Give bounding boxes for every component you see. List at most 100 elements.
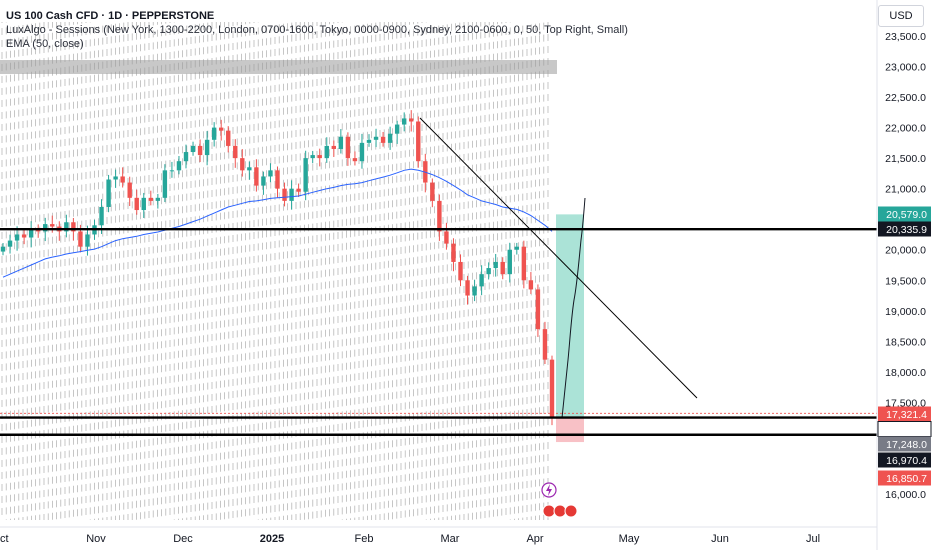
candle-body [500,261,505,275]
candle-body [437,200,442,232]
price-labels: 20,579.0 20,335.9 17,321.4 17,251.7 17,248.0… [877,206,932,486]
price-tick-label: 23,000.0 [885,62,926,74]
candle-series [0,110,555,426]
us-flag-icon[interactable] [542,504,556,518]
candle-body [282,188,287,201]
us-flag-icon[interactable] [564,504,578,518]
trendline[interactable] [419,117,698,399]
candle-body [106,179,111,207]
time-tick-label: Feb [355,533,374,545]
chart-legend: US 100 Cash CFD · 1D · PEPPERSTONE LuxAl… [6,9,628,51]
candle-body [254,167,259,186]
candle-body [303,158,308,192]
candle-body [240,158,245,171]
candle-body [486,268,491,275]
candle-body [366,139,372,143]
price-tick-label: 17,500.0 [885,397,926,409]
event-icons[interactable] [541,482,578,518]
horizontal-levels[interactable] [0,228,877,436]
ema-line [2,168,553,278]
candle-body [78,231,83,247]
currency-selector[interactable]: USD [878,5,924,27]
candle-body [85,234,90,247]
candle-body [430,182,435,201]
candle-body [43,224,48,232]
candle-body [472,286,477,296]
price-label-text: 17,248.0 [886,439,927,451]
price-label-text: 20,579.0 [886,209,927,221]
candle-body [394,124,400,134]
price-tick-label: 21,000.0 [885,184,926,196]
price-label [878,406,931,422]
time-tick-label: Nov [86,533,106,545]
price-label-text: 16,850.7 [886,473,927,485]
time-tick-label: Dec [173,533,193,545]
time-tick-label: Apr [526,533,543,545]
candle-body [155,197,161,201]
candle-body [352,158,358,162]
price-label [878,221,931,237]
position-zones [556,197,586,443]
candle-body [148,197,154,201]
candle-body [401,118,407,125]
price-tick-label: 22,000.0 [885,123,926,135]
candle-body [134,197,139,211]
time-tick-label: 2025 [260,533,284,545]
price-tick-label: 19,500.0 [885,275,926,287]
price-tick-label: 18,500.0 [885,336,926,348]
time-axis[interactable]: ct Nov Dec 2025 Feb Mar Apr May Jun Jul [0,526,877,545]
candle-body [71,222,76,232]
stop-zone[interactable] [556,417,584,443]
candle-body [183,152,189,162]
candle-body [275,170,280,189]
candle-body [493,261,498,269]
price-tick-label: 21,500.0 [885,153,926,165]
candle-body [21,234,27,238]
candle-body [211,127,217,140]
candle-body [7,240,13,247]
price-label [878,436,931,452]
candle-body [331,145,337,149]
candle-body [409,118,414,122]
candle-body [317,155,322,159]
candle-body [247,167,252,171]
candle-body [345,136,351,159]
candle-body [465,280,470,296]
candle-body [458,261,463,281]
candle-body [141,197,146,211]
price-tick-label: 20,000.0 [885,245,926,257]
candle-body [521,246,527,281]
candle-body [268,170,273,177]
candle-body [416,121,421,162]
candle-body [190,145,196,153]
price-label [878,206,931,222]
candle-body [338,136,344,149]
price-axis[interactable]: 23,500.0 23,000.0 22,500.0 22,000.0 21,500.0… [876,0,926,550]
symbol-title[interactable]: US 100 Cash CFD · 1D · PEPPERSTONE [6,10,215,22]
candle-body [296,188,301,192]
price-tick-label: 23,500.0 [885,31,926,43]
price-label-text: 17,251.7 [886,424,927,436]
price-label [878,470,931,486]
lightning-glyph [546,484,552,496]
candle-body [387,133,393,143]
candle-body [373,136,379,140]
price-tick-label: 19,000.0 [885,306,926,318]
price-tick-label: 16,000.0 [885,489,926,501]
profit-zone[interactable] [556,214,584,418]
candle-body [0,246,6,252]
time-tick-label: May [619,533,640,545]
sessions-indicator-label[interactable]: LuxAlgo - Sessions (New York, 1300-2200,… [6,24,628,36]
candle-body [226,130,231,146]
candle-body [507,249,512,275]
price-label-text: 17,321.4 [886,409,927,421]
candle-body [113,176,118,180]
candle-body [451,243,456,262]
candle-body [514,246,520,250]
candle-body [324,145,329,159]
candle-body [380,136,386,143]
us-flag-icon[interactable] [553,504,567,518]
ema-indicator-label[interactable]: EMA (50, close) [6,38,84,50]
time-tick-label: Jun [711,533,729,545]
